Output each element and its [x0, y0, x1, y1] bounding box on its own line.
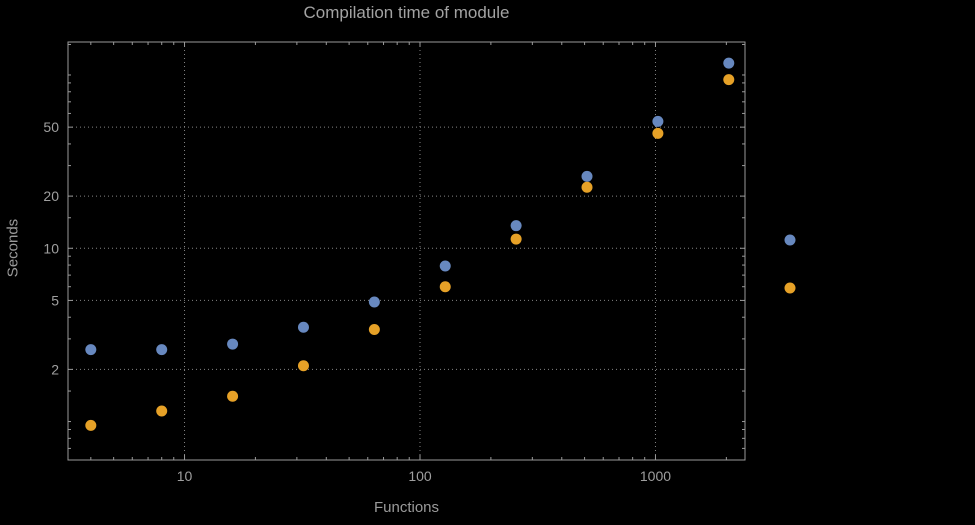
- x-tick-label: 10: [177, 468, 193, 484]
- data-point-series-1-blue: [652, 115, 664, 127]
- data-point-series-2-orange: [510, 233, 522, 245]
- data-point-series-1-blue: [510, 220, 522, 232]
- data-point-series-2-orange: [156, 405, 168, 417]
- y-tick-label: 20: [43, 188, 59, 204]
- data-point-series-1-blue: [439, 260, 451, 272]
- data-point-series-1-blue: [156, 344, 168, 356]
- y-tick-label: 2: [51, 361, 59, 377]
- plot-frame: [67, 41, 746, 461]
- data-point-series-1-blue: [85, 344, 97, 356]
- data-point-series-1-blue: [581, 170, 593, 182]
- chart-title: Compilation time of module: [303, 3, 510, 22]
- x-axis-label: Functions: [373, 499, 440, 516]
- data-point-series-1-blue: [227, 338, 239, 350]
- data-point-series-1-blue: [297, 321, 309, 333]
- y-tick-label: 50: [43, 119, 59, 135]
- legend-marker-series-1-blue: [784, 234, 796, 246]
- y-tick-label: 10: [43, 240, 59, 256]
- data-point-series-1-blue: [723, 57, 735, 69]
- y-tick-label: 5: [51, 292, 59, 308]
- x-tick-label: 100: [408, 468, 432, 484]
- data-point-series-2-orange: [723, 74, 735, 86]
- data-point-series-1-blue: [368, 296, 380, 308]
- data-point-series-2-orange: [439, 281, 451, 293]
- data-point-series-2-orange: [652, 127, 664, 139]
- data-point-series-2-orange: [297, 360, 309, 372]
- data-point-series-2-orange: [85, 419, 97, 431]
- y-axis-label: Seconds: [4, 218, 22, 278]
- data-point-series-2-orange: [368, 323, 380, 335]
- data-point-series-2-orange: [227, 390, 239, 402]
- legend-marker-series-2-orange: [784, 282, 796, 294]
- data-point-series-2-orange: [581, 181, 593, 193]
- x-tick-label: 1000: [640, 468, 671, 484]
